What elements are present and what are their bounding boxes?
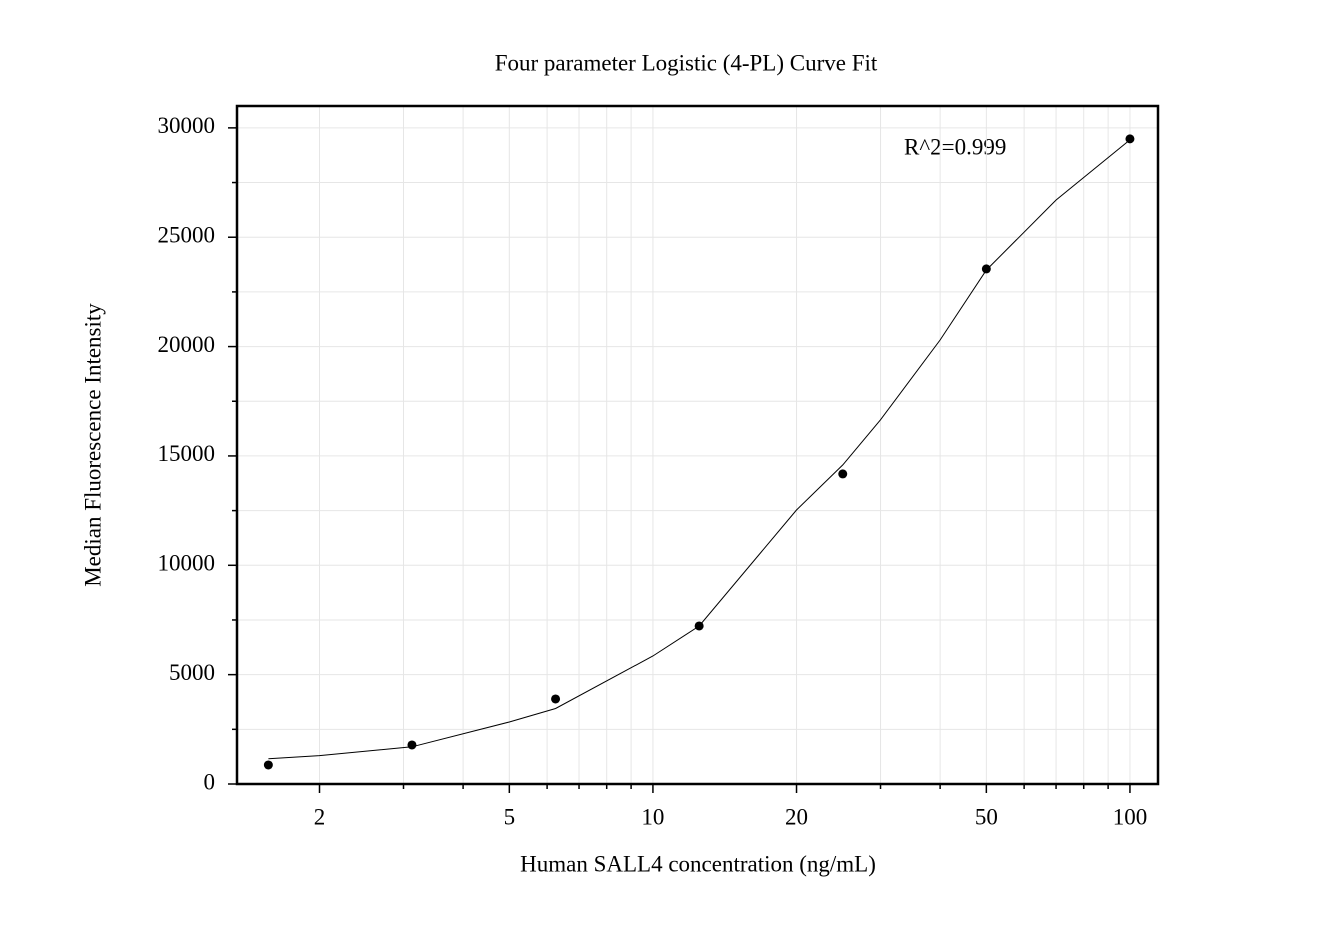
data-point bbox=[263, 760, 273, 770]
y-axis-label: Median Fluorescence Intensity bbox=[80, 303, 105, 587]
x-tick-label: 5 bbox=[504, 804, 516, 829]
data-point bbox=[838, 469, 848, 479]
y-tick-label: 25000 bbox=[158, 223, 216, 248]
chart-title: Four parameter Logistic (4-PL) Curve Fit bbox=[495, 50, 878, 75]
plot-frame bbox=[235, 104, 1160, 786]
y-tick-label: 5000 bbox=[169, 660, 215, 685]
data-point bbox=[407, 740, 417, 750]
data-point bbox=[551, 694, 561, 704]
y-tick-label: 10000 bbox=[158, 551, 216, 576]
y-tick-label: 30000 bbox=[158, 113, 216, 138]
y-tick-label: 20000 bbox=[158, 332, 216, 357]
x-tick-label: 20 bbox=[785, 804, 808, 829]
x-tick-label: 100 bbox=[1113, 804, 1148, 829]
data-point bbox=[981, 264, 991, 274]
x-axis-label: Human SALL4 concentration (ng/mL) bbox=[520, 851, 876, 876]
x-tick-label: 2 bbox=[314, 804, 326, 829]
y-tick-label: 15000 bbox=[158, 441, 216, 466]
x-tick-label: 50 bbox=[975, 804, 998, 829]
x-tick-label: 10 bbox=[641, 804, 664, 829]
y-tick-label: 0 bbox=[204, 769, 216, 794]
fit-curve bbox=[268, 139, 1131, 760]
annotation: R^2=0.999 bbox=[904, 134, 1006, 159]
